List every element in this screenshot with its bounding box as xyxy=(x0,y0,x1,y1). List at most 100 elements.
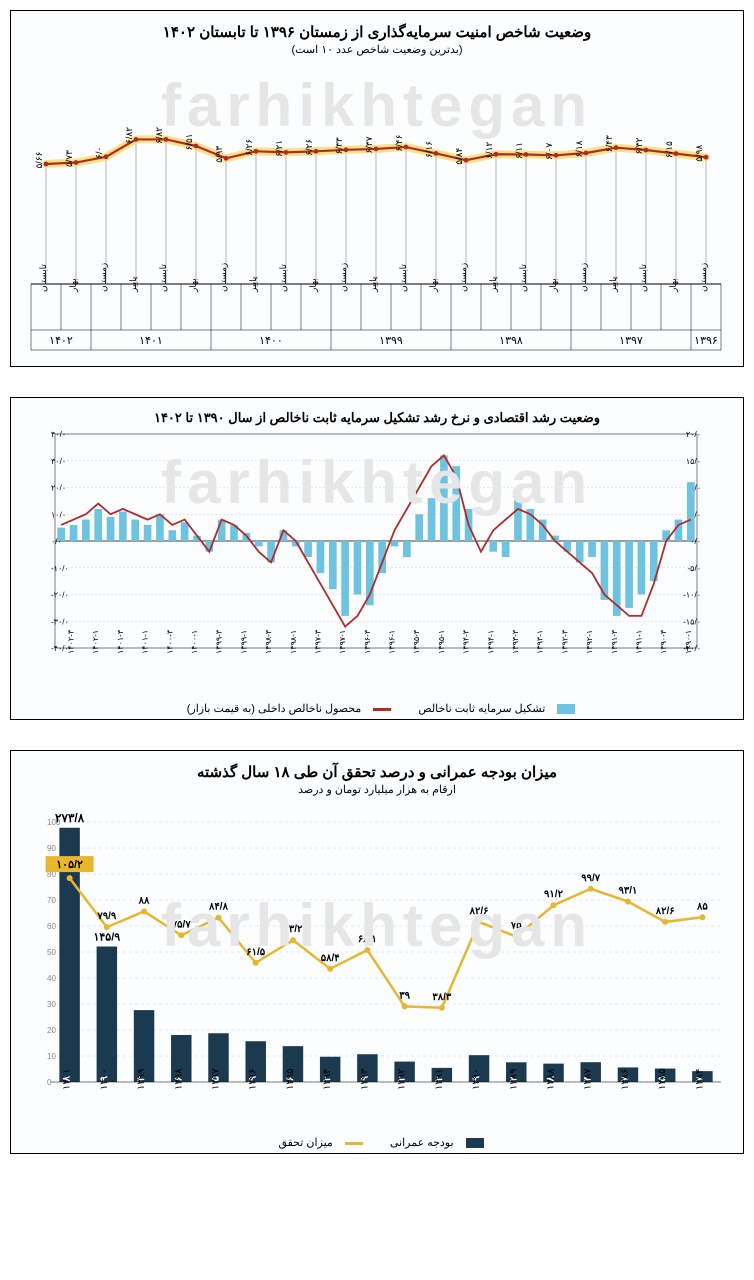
svg-text:بهار: بهار xyxy=(668,278,679,293)
svg-text:۱۰/۰-: ۱۰/۰- xyxy=(683,591,701,600)
svg-text:۱۴۰۲-۳: ۱۴۰۲-۳ xyxy=(67,629,76,654)
svg-text:۱۴۰۱-۳: ۱۴۰۱-۳ xyxy=(116,629,125,654)
svg-text:۵/۰-: ۵/۰- xyxy=(688,564,702,573)
svg-text:۱۳۹۷-۱: ۱۳۹۷-۱ xyxy=(338,630,347,654)
svg-text:۶/۴۳: ۶/۴۳ xyxy=(604,135,614,152)
svg-text:۴۰/۰: ۴۰/۰ xyxy=(51,430,66,439)
chart2-title: وضعیت رشد اقتصادی و نرخ رشد تشکیل سرمایه… xyxy=(23,410,731,426)
svg-text:50: 50 xyxy=(47,948,56,957)
svg-text:۱۴۰۰: ۱۴۰۰ xyxy=(259,335,283,347)
svg-text:۹۹/۷: ۹۹/۷ xyxy=(581,873,601,884)
svg-text:تابستان: تابستان xyxy=(398,264,408,292)
chart1-container: farhikhtegan وضعیت شاخص امنیت سرمایه‌گذا… xyxy=(10,10,744,367)
chart3-legend-line: میزان تحقق xyxy=(278,1137,332,1149)
svg-text:۳۹: ۳۹ xyxy=(399,990,410,1001)
svg-text:۱۳۹۷: ۱۳۹۷ xyxy=(619,335,643,347)
svg-text:بهار: بهار xyxy=(428,278,439,293)
svg-text:۵/۹۸: ۵/۹۸ xyxy=(694,145,704,162)
svg-text:۶/۲۱: ۶/۲۱ xyxy=(274,140,284,157)
svg-text:زمستان: زمستان xyxy=(98,263,109,292)
svg-text:۱۰/۰: ۱۰/۰ xyxy=(51,510,66,519)
svg-text:۱۳۹۹: ۱۳۹۹ xyxy=(379,335,403,347)
svg-text:۲۰/۰-: ۲۰/۰- xyxy=(51,591,69,600)
svg-text:۱۰۵/۲: ۱۰۵/۲ xyxy=(56,859,83,871)
svg-text:۱۵/۰: ۱۵/۰ xyxy=(686,457,701,466)
svg-text:۱۳۹۲-۳: ۱۳۹۲-۳ xyxy=(560,629,569,654)
svg-text:۱۳۹۰-۱: ۱۳۹۰-۱ xyxy=(684,630,693,654)
svg-text:۸۲/۶: ۸۲/۶ xyxy=(469,906,489,917)
svg-text:۱۳۹۴-۳: ۱۳۹۴-۳ xyxy=(462,629,471,654)
svg-text:۱۵/۰-: ۱۵/۰- xyxy=(683,617,701,626)
svg-text:۱۳۹۶-۳: ۱۳۹۶-۳ xyxy=(363,629,372,654)
svg-text:۱۳۹۹-۱: ۱۳۹۹-۱ xyxy=(239,630,248,654)
svg-text:۱۳۹۳: ۱۳۹۳ xyxy=(359,1068,370,1090)
svg-text:۶/۱۲: ۶/۱۲ xyxy=(484,142,494,159)
svg-text:پاییز: پاییز xyxy=(608,276,619,293)
svg-text:۶/۴۶: ۶/۴۶ xyxy=(394,134,404,151)
chart2-svg: ۴۰/۰-۳۰/۰-۲۰/۰-۱۰/۰-۰/۰۱۰/۰۲۰/۰۳۰/۰۴۰/۰۲… xyxy=(21,428,731,698)
svg-text:زمستان: زمستان xyxy=(218,263,229,292)
svg-text:۱۳۸۸: ۱۳۸۸ xyxy=(546,1068,557,1090)
svg-text:۱۳۹۴: ۱۳۹۴ xyxy=(322,1069,333,1090)
chart2-container: farhikhtegan وضعیت رشد اقتصادی و نرخ رشد… xyxy=(10,397,744,720)
svg-text:70: 70 xyxy=(47,896,56,905)
svg-text:۱۴۰۱: ۱۴۰۱ xyxy=(139,335,163,347)
svg-text:۱۳۸۴: ۱۳۸۴ xyxy=(694,1069,705,1090)
svg-text:۹۱/۲: ۹۱/۲ xyxy=(544,889,564,900)
svg-text:30: 30 xyxy=(47,1000,56,1009)
svg-text:۳۸/۳: ۳۸/۳ xyxy=(432,992,452,1003)
svg-text:۱۳۹۵: ۱۳۹۵ xyxy=(285,1069,296,1090)
svg-text:تابستان: تابستان xyxy=(638,264,648,292)
svg-text:بهار: بهار xyxy=(68,278,79,293)
svg-text:۱۴۰۲: ۱۴۰۲ xyxy=(49,335,73,347)
svg-text:۱۳۹۸: ۱۳۹۸ xyxy=(173,1068,184,1090)
svg-text:۶/۱۵: ۶/۱۵ xyxy=(664,141,674,158)
svg-text:20: 20 xyxy=(47,1026,56,1035)
chart3-legend-bar: بودجه عمرانی xyxy=(390,1137,454,1149)
svg-text:پاییز: پاییز xyxy=(128,276,139,293)
svg-text:۵/۹۳: ۵/۹۳ xyxy=(214,146,224,163)
svg-text:۶/۰۷: ۶/۰۷ xyxy=(544,143,554,160)
svg-text:۱۴۵/۹: ۱۴۵/۹ xyxy=(93,932,120,944)
chart1-svg: ۵/۹۸۶/۱۵۶/۳۲۶/۴۳۶/۱۸۶/۰۷۶/۱۱۶/۱۲۵/۸۴۶/۱۶… xyxy=(21,62,731,362)
svg-text:۱۳۹۲-۱: ۱۳۹۲-۱ xyxy=(585,630,594,654)
svg-text:۲۰/۰: ۲۰/۰ xyxy=(51,484,66,493)
chart1-title: وضعیت شاخص امنیت سرمایه‌گذاری از زمستان … xyxy=(23,23,731,41)
svg-text:تابستان: تابستان xyxy=(38,264,48,292)
svg-text:۱۳۹۰: ۱۳۹۰ xyxy=(471,1069,482,1090)
chart3-container: farhikhtegan میزان بودجه عمرانی و درصد ت… xyxy=(10,750,744,1154)
svg-text:0: 0 xyxy=(47,1078,52,1087)
svg-text:۵/۶۶: ۵/۶۶ xyxy=(34,151,44,168)
svg-text:۱۴۰۲-۱: ۱۴۰۲-۱ xyxy=(91,630,100,654)
svg-text:۶/۸۲: ۶/۸۲ xyxy=(154,127,164,144)
svg-text:۵/۷۳: ۵/۷۳ xyxy=(64,150,74,167)
svg-text:۶/۲۶: ۶/۲۶ xyxy=(304,139,314,156)
svg-text:۱۳۹۶-۱: ۱۳۹۶-۱ xyxy=(388,630,397,654)
svg-text:۷۵/۷: ۷۵/۷ xyxy=(171,919,192,930)
svg-text:تابستان: تابستان xyxy=(278,264,288,292)
svg-text:۱۳۸۹: ۱۳۸۹ xyxy=(508,1069,519,1090)
chart2-legend-bars: تشکیل سرمایه ثابت ناخالص xyxy=(418,703,545,715)
svg-text:۱۳۸۵: ۱۳۸۵ xyxy=(657,1069,668,1090)
svg-text:۱۴۰۰: ۱۴۰۰ xyxy=(99,1069,110,1090)
svg-text:۱۴۰۱-۱: ۱۴۰۱-۱ xyxy=(141,630,150,654)
svg-text:۱۳۹۸: ۱۳۹۸ xyxy=(499,335,523,347)
svg-text:۲۷۳/۸: ۲۷۳/۸ xyxy=(55,811,85,825)
svg-text:تابستان: تابستان xyxy=(158,264,168,292)
svg-text:۱۰/۰-: ۱۰/۰- xyxy=(51,564,69,573)
svg-text:بهار: بهار xyxy=(548,278,559,293)
svg-text:۱۳۹۱-۱: ۱۳۹۱-۱ xyxy=(634,630,643,654)
svg-text:۲۰/۰: ۲۰/۰ xyxy=(686,430,701,439)
svg-text:۱۳۹۵-۱: ۱۳۹۵-۱ xyxy=(437,630,446,654)
svg-text:۱۳۹۹-۳: ۱۳۹۹-۳ xyxy=(215,629,224,654)
chart2-legend-line: محصول ناخالص داخلی (به قیمت بازار) xyxy=(187,703,362,715)
svg-text:۷۹/۹: ۷۹/۹ xyxy=(96,911,117,922)
svg-text:۶/۲۶: ۶/۲۶ xyxy=(244,139,254,156)
chart3-title: میزان بودجه عمرانی و درصد تحقق آن طی ۱۸ … xyxy=(23,763,731,781)
svg-text:۱۴۰۰-۳: ۱۴۰۰-۳ xyxy=(165,629,174,654)
svg-text:۹۳/۱: ۹۳/۱ xyxy=(618,886,637,897)
svg-text:تابستان: تابستان xyxy=(518,264,528,292)
svg-text:۱۴۰۱: ۱۴۰۱ xyxy=(62,1069,73,1090)
svg-text:۱۳۹۸-۳: ۱۳۹۸-۳ xyxy=(264,629,273,654)
svg-text:۶/۳۲: ۶/۳۲ xyxy=(634,137,644,154)
